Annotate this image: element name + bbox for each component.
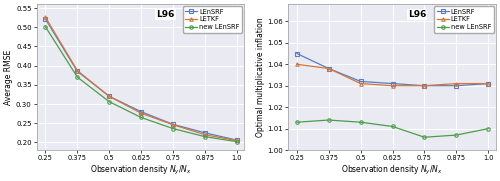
Y-axis label: Optimal multiplicative inflation: Optimal multiplicative inflation [256,17,264,137]
Y-axis label: Average RMSE: Average RMSE [4,50,13,105]
X-axis label: Observation density $N_y/N_x$: Observation density $N_y/N_x$ [341,164,443,177]
Legend: LEnSRF, LETKF, new LEnSRF: LEnSRF, LETKF, new LEnSRF [182,6,242,33]
Text: L96: L96 [408,10,426,19]
X-axis label: Observation density $N_y/N_x$: Observation density $N_y/N_x$ [90,164,192,177]
Legend: LEnSRF, LETKF, new LEnSRF: LEnSRF, LETKF, new LEnSRF [434,6,494,33]
Text: L96: L96 [156,10,174,19]
